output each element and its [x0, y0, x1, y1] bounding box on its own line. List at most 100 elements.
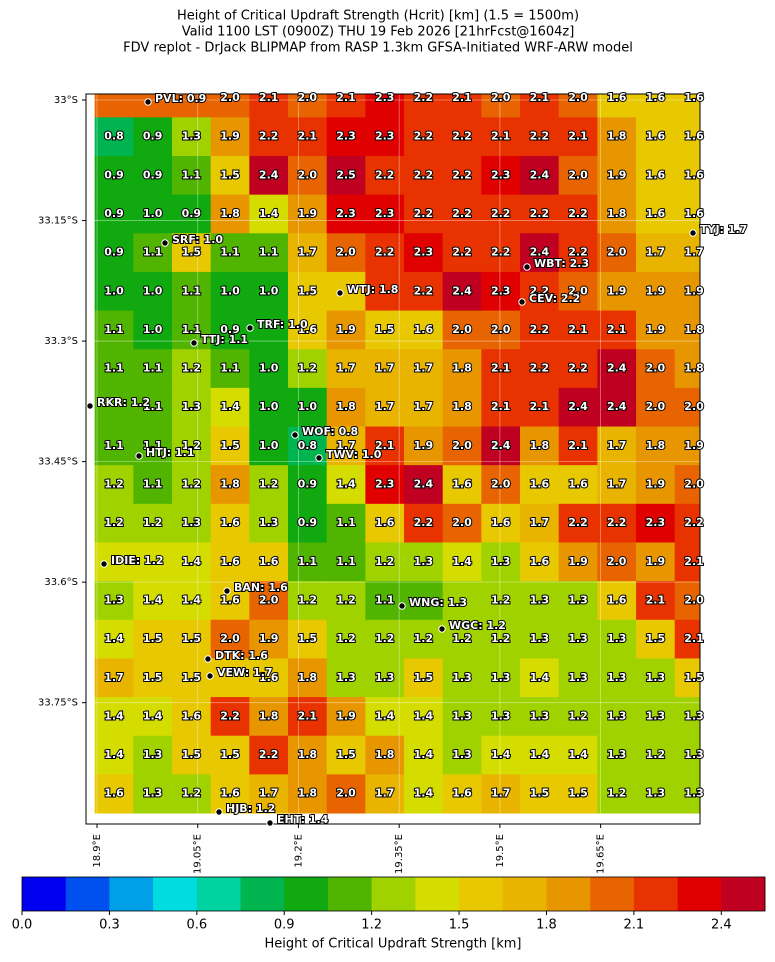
grid-cell — [404, 310, 444, 350]
map-labels: 18.9°E 19.05°E 19.2°E 19.35°E 19.5°E 19.65°E 3… — [38, 90, 748, 874]
grid-value: 1.2 — [375, 632, 395, 645]
grid-value: 2.3 — [375, 130, 395, 143]
grid-cell — [326, 774, 366, 814]
grid-value: 2.1 — [646, 593, 666, 606]
grid-cell — [558, 503, 598, 543]
grid-cell — [326, 194, 366, 234]
grid-cell — [404, 774, 444, 814]
colorbar-tick-label: 2.1 — [624, 918, 645, 933]
grid-cell — [249, 774, 289, 814]
station-dot — [223, 587, 231, 595]
grid-value: 1.2 — [298, 593, 318, 606]
grid-value: 1.6 — [491, 516, 511, 529]
grid-cell — [597, 426, 637, 466]
grid-cell — [94, 155, 134, 196]
grid-value: 1.6 — [298, 323, 318, 336]
grid-value: 0.9 — [220, 323, 240, 336]
grid-value: 1.4 — [414, 748, 434, 761]
grid-cell — [442, 426, 482, 466]
colorbar-bin — [546, 877, 591, 911]
grid-value: 1.7 — [375, 362, 395, 375]
station-label: WBT: 2.3 — [534, 257, 589, 270]
grid-value: 1.5 — [298, 284, 318, 297]
grid-cell — [520, 697, 560, 737]
grid-cell — [481, 697, 521, 737]
grid-value: 2.2 — [530, 362, 550, 375]
grid-value: 2.0 — [607, 246, 627, 259]
grid-value: 1.9 — [414, 439, 434, 452]
colorbar-bin — [677, 877, 722, 911]
grid-value: 1.9 — [568, 555, 588, 568]
grid-cell — [442, 194, 482, 234]
station-label: BAN: 1.6 — [234, 581, 288, 594]
grid-cell — [404, 94, 444, 118]
grid-cell — [597, 581, 637, 621]
grid-cell — [481, 581, 521, 621]
grid-value: 1.1 — [220, 246, 240, 259]
grid-value: 2.0 — [684, 593, 704, 606]
grid-value: 1.3 — [684, 748, 704, 761]
grid-cell — [288, 310, 328, 350]
grid-cell — [94, 117, 134, 157]
grid-value: 1.1 — [259, 246, 279, 259]
grid-value: 2.1 — [491, 130, 511, 143]
grid-value: 1.0 — [298, 400, 318, 413]
station-dot — [315, 454, 323, 462]
station-dot — [523, 263, 531, 271]
grid-cell — [365, 503, 405, 543]
grid-value: 1.3 — [104, 593, 124, 606]
y-tick-label: 33°S — [54, 95, 78, 106]
grid-value: 1.3 — [491, 555, 511, 568]
grid-cell — [172, 271, 212, 312]
grid-cell — [249, 233, 289, 273]
title-line: Valid 1100 LST (0900Z) THU 19 Feb 2026 [… — [182, 25, 575, 40]
grid-value: 1.9 — [646, 555, 666, 568]
grid-value: 1.7 — [414, 400, 434, 413]
station-label: WTJ: 1.8 — [347, 283, 398, 296]
grid-value: 2.0 — [646, 400, 666, 413]
grid-cell — [172, 117, 212, 157]
grid-cell — [520, 349, 560, 389]
grid-cell — [210, 503, 250, 543]
grid-cell — [442, 697, 482, 737]
grid-cell — [210, 310, 250, 350]
grid-value: 2.2 — [530, 207, 550, 220]
grid-value: 1.5 — [530, 787, 550, 800]
grid-cell — [326, 117, 366, 157]
grid-value: 2.0 — [220, 632, 240, 645]
grid-cell — [133, 465, 173, 505]
station-label: HTJ: 1.1 — [146, 446, 195, 459]
grid-cell — [249, 426, 289, 466]
grid-value: 1.3 — [336, 671, 356, 684]
grid-value: 1.5 — [220, 748, 240, 761]
grid-cell — [210, 155, 250, 196]
station-dot — [100, 560, 108, 568]
grid-value: 1.9 — [646, 478, 666, 491]
grid-value: 2.2 — [568, 362, 588, 375]
grid-value: 1.8 — [452, 400, 472, 413]
grid-value: 1.7 — [336, 362, 356, 375]
grid-value: 2.1 — [298, 709, 318, 722]
grid-value: 2.0 — [298, 91, 318, 104]
grid-cell — [636, 310, 676, 350]
grid-value: 1.8 — [298, 671, 318, 684]
grid-cell — [404, 387, 444, 428]
grid-value: 1.5 — [182, 246, 202, 259]
grid-cell — [636, 271, 676, 312]
grid-value: 1.4 — [414, 709, 434, 722]
grid-value: 1.4 — [452, 555, 472, 568]
grid-value: 2.2 — [568, 516, 588, 529]
grid-value: 1.9 — [298, 207, 318, 220]
grid-value: 2.2 — [259, 130, 279, 143]
grid-value: 2.0 — [491, 91, 511, 104]
grid-cell — [520, 774, 560, 814]
grid-value: 2.3 — [491, 284, 511, 297]
grid-value: 1.8 — [684, 362, 704, 375]
grid-value: 1.3 — [607, 748, 627, 761]
grid-value: 1.3 — [452, 709, 472, 722]
grid-value: 1.2 — [143, 516, 163, 529]
grid-cell — [520, 465, 560, 505]
grid-cell — [249, 194, 289, 234]
grid-cell — [94, 271, 134, 312]
grid-cell — [520, 387, 560, 428]
